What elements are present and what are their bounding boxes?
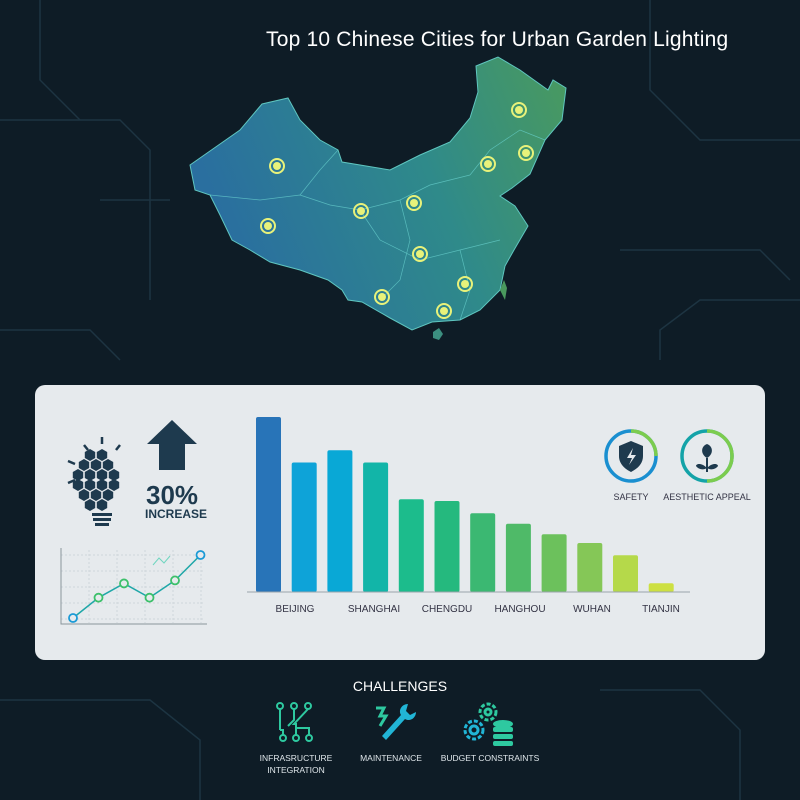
bar — [256, 417, 281, 592]
trend-point — [93, 592, 104, 603]
hex-cell — [96, 499, 108, 511]
hex-cell — [78, 459, 90, 471]
hex-cell — [72, 479, 84, 491]
hex-cell — [84, 469, 96, 481]
bar-chart — [247, 417, 690, 593]
city-marker — [511, 102, 527, 118]
increase-label: INCREASE — [145, 507, 208, 521]
wrench-icon — [376, 704, 416, 740]
challenges-title: CHALLENGES — [352, 678, 448, 694]
axes — [60, 548, 207, 625]
hex-cell — [72, 469, 84, 481]
page-title: Top 10 Chinese Cities for Urban Garden L… — [266, 28, 729, 51]
hex-cell — [96, 479, 108, 491]
challenge-infrastructure: INFRASRUCTURE INTEGRATION — [259, 753, 333, 775]
hex-cell — [96, 449, 108, 461]
city-marker — [457, 276, 473, 292]
hex-cell — [108, 479, 120, 491]
feature-label-aesthetic: AESTHETIC APPEAL — [663, 492, 751, 502]
city-marker — [374, 289, 390, 305]
city-marker — [480, 156, 496, 172]
arrow-up-icon — [147, 420, 197, 470]
feature-label-safety: SAFETY — [613, 492, 649, 502]
taiwan-island — [500, 280, 507, 300]
x-tick-label: WUHAN — [573, 604, 611, 615]
hex-cell — [102, 489, 114, 501]
trend-point — [195, 550, 206, 560]
city-marker — [436, 303, 452, 319]
bar — [327, 450, 353, 592]
x-tick-label: TIANJIN — [642, 604, 680, 615]
hex-cell — [90, 489, 102, 501]
china-map — [189, 56, 567, 340]
x-tick-label: SHANGHAI — [347, 604, 401, 615]
bar — [434, 501, 460, 592]
city-marker — [353, 203, 369, 219]
bar — [363, 462, 389, 592]
trend-point — [144, 592, 155, 603]
x-tick-label: BEIJING — [275, 604, 315, 615]
hex-cell — [102, 459, 114, 471]
bar — [470, 513, 496, 592]
bar — [648, 583, 674, 592]
flower-icon — [680, 429, 734, 483]
bar — [541, 534, 567, 592]
hex-cell — [78, 489, 90, 501]
bar — [613, 555, 638, 592]
hex-cell — [96, 469, 108, 481]
challenge-maintenance: MAINTENANCE — [360, 753, 422, 763]
bar — [505, 523, 531, 592]
trend-point — [68, 613, 78, 623]
hex-cell — [84, 499, 96, 511]
challenge-budget: BUDGET CONSTRAINTS — [440, 753, 540, 763]
gears-coins-icon — [463, 702, 513, 746]
city-marker — [518, 145, 534, 161]
hex-cell — [84, 449, 96, 461]
shield-icon — [604, 429, 658, 483]
circuit-icon — [276, 702, 313, 742]
city-marker — [412, 246, 428, 262]
sparkline-accent — [152, 555, 171, 566]
city-marker — [260, 218, 276, 234]
city-marker — [269, 158, 285, 174]
trend-point — [119, 578, 129, 589]
bar — [291, 462, 317, 592]
city-marker — [406, 195, 422, 211]
bar — [577, 543, 603, 592]
hex-cell — [84, 479, 96, 491]
hex-cell — [108, 469, 120, 481]
x-tick-label: HANGHOU — [494, 604, 546, 615]
x-tick-label: CHENGDU — [421, 604, 473, 615]
map-outline — [189, 56, 567, 331]
lightbulb-icon — [67, 437, 121, 526]
hainan-island — [433, 328, 443, 340]
trend-line-chart — [60, 548, 207, 625]
bar — [398, 499, 424, 592]
hex-cell — [90, 459, 102, 471]
increase-percent: 30% — [146, 480, 199, 510]
trend-point — [170, 575, 180, 586]
trend-line — [72, 554, 202, 619]
